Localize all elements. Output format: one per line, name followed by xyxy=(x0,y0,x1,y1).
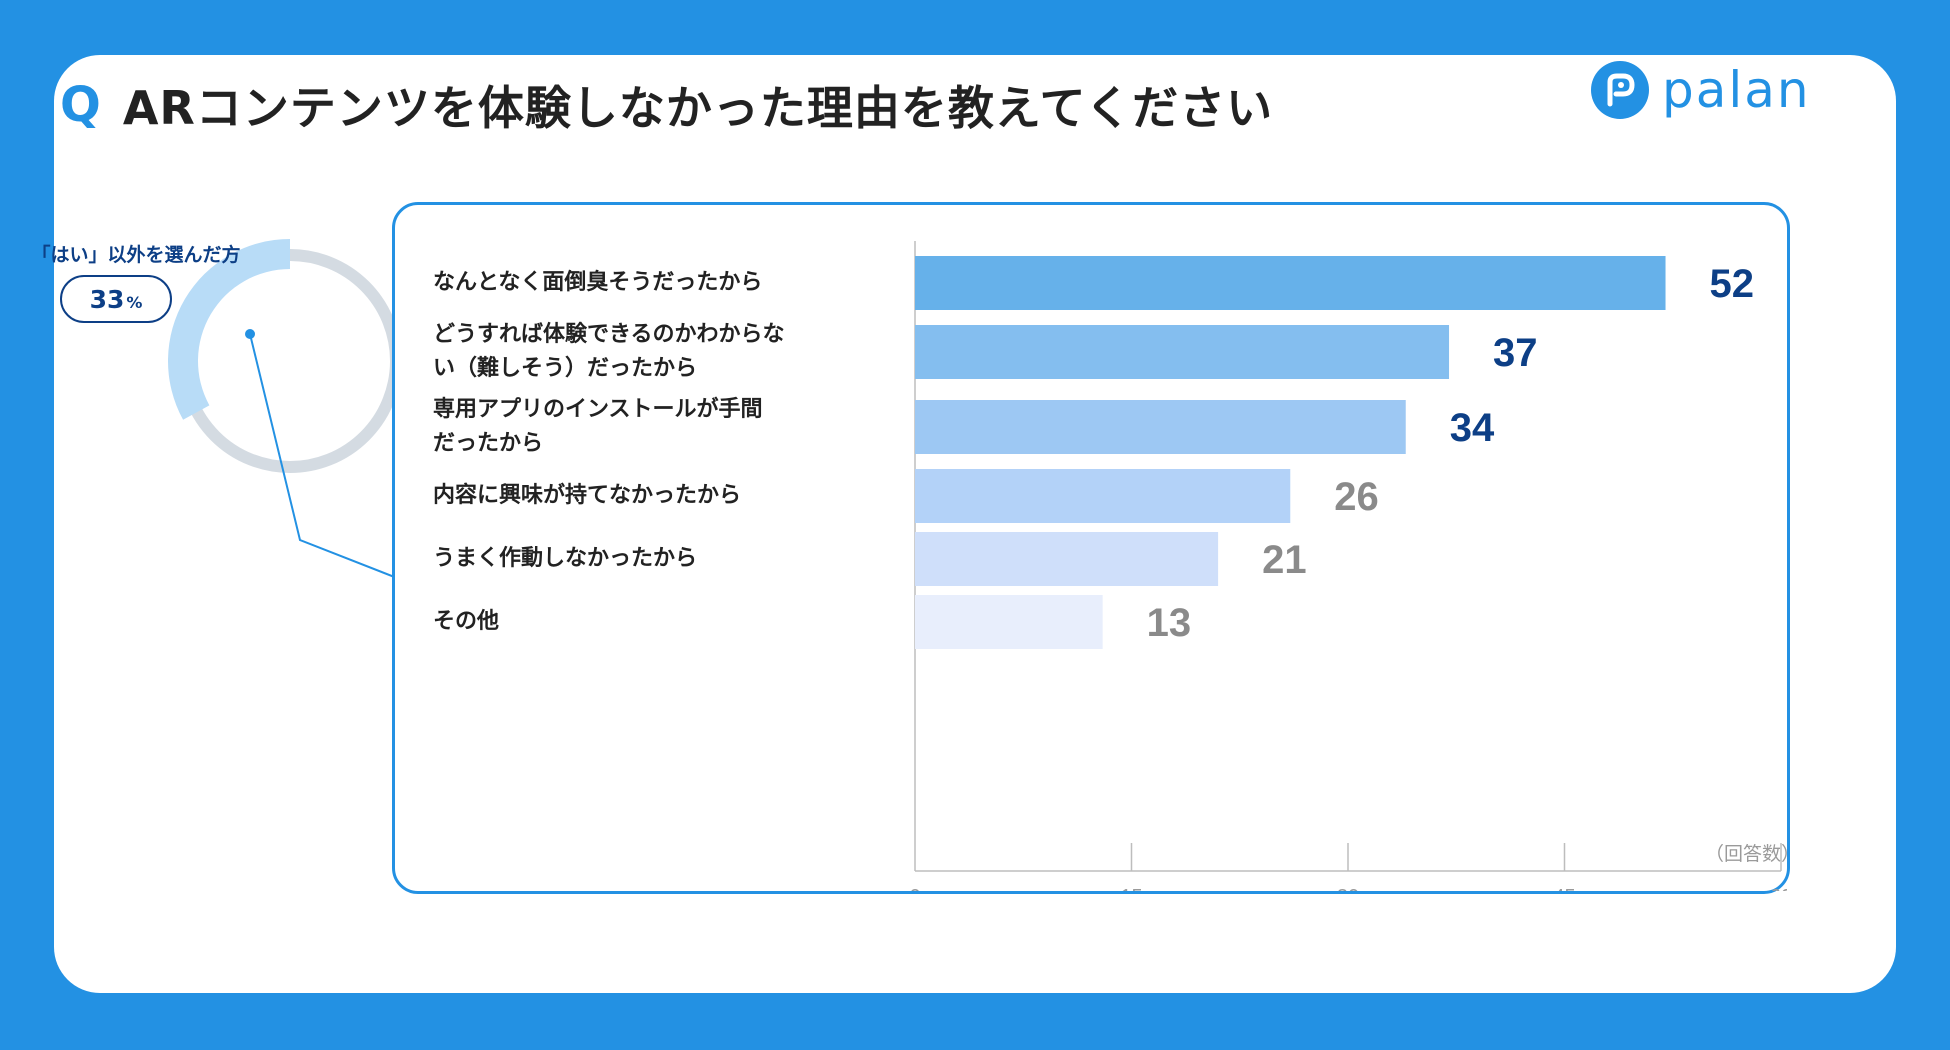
bar-value-label: 26 xyxy=(1334,475,1379,519)
x-tick-label: 0 xyxy=(909,886,920,891)
question-mark: Q xyxy=(60,77,101,133)
category-label: その他 xyxy=(433,605,813,639)
donut-percent: 33 xyxy=(89,284,125,314)
category-label-line: 内容に興味が持てなかったから xyxy=(433,483,742,508)
x-tick-label: 15 xyxy=(1120,886,1142,891)
category-label: なんとなく面倒臭そうだったから xyxy=(433,266,813,300)
bar xyxy=(915,325,1450,379)
category-label: うまく作動しなかったから xyxy=(433,542,813,576)
category-label-line: 専用アプリのインストールが手間 xyxy=(433,397,763,422)
x-tick-label: 60 xyxy=(1770,886,1787,891)
category-label: どうすれば体験できるのかわからな い（難しそう）だったから xyxy=(433,318,813,386)
bar-value-label: 52 xyxy=(1710,262,1755,306)
bar-chart-panel: なんとなく面倒臭そうだったから どうすれば体験できるのかわからな い（難しそう）だっ… xyxy=(392,202,1800,894)
bar-chart: 0 15 30 45 60 52 37 34 26 21 13 xyxy=(909,241,1787,891)
category-label: 内容に興味が持てなかったから xyxy=(433,479,813,513)
bar xyxy=(915,256,1666,310)
category-label-line: うまく作動しなかったから xyxy=(433,546,698,571)
bar-value-label: 21 xyxy=(1262,538,1307,582)
logo: palan xyxy=(1590,55,1811,125)
donut-percent-badge: 33 % xyxy=(60,275,172,323)
category-label: 専用アプリのインストールが手間 だったから xyxy=(433,393,813,461)
page-title: ARコンテンツを体験しなかった理由を教えてください xyxy=(122,81,1274,135)
palan-logo-icon xyxy=(1591,61,1649,119)
bar-value-label: 34 xyxy=(1450,406,1495,450)
donut-label: 「はい」以外を選んだ方 xyxy=(31,244,241,266)
bar xyxy=(915,400,1406,454)
x-tick-label: 45 xyxy=(1553,886,1575,891)
x-axis-unit: （回答数） xyxy=(1705,843,1801,865)
bar xyxy=(915,532,1219,586)
category-label-line: だったから xyxy=(433,431,544,456)
logo-text: palan xyxy=(1662,61,1811,119)
category-label-line: い（難しそう）だったから xyxy=(433,356,698,381)
x-tick-label: 30 xyxy=(1337,886,1359,891)
bar-value-label: 37 xyxy=(1493,331,1538,375)
question-title: Q ARコンテンツを体験しなかった理由を教えてください xyxy=(60,70,1273,140)
donut-percent-unit: % xyxy=(126,292,143,312)
category-label-line: どうすれば体験できるのかわからな xyxy=(433,322,785,347)
category-label-line: その他 xyxy=(433,609,500,634)
category-label-line: なんとなく面倒臭そうだったから xyxy=(433,270,763,295)
bar xyxy=(915,595,1103,649)
donut-slice-highlight xyxy=(167,239,290,420)
bar xyxy=(915,469,1291,523)
bar-value-label: 13 xyxy=(1147,601,1192,645)
